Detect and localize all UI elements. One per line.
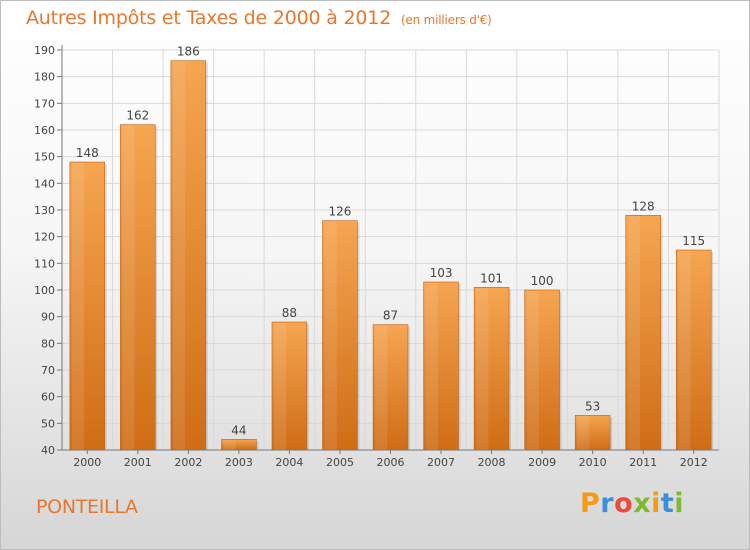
x-tick-label: 2006 [377,456,405,469]
place-name: PONTEILLA [36,496,138,518]
y-tick-label: 170 [34,97,55,110]
x-tick-label: 2002 [174,456,202,469]
y-tick-label: 60 [41,391,55,404]
data-label: 101 [480,271,503,285]
y-tick-label: 120 [34,231,55,244]
bar-highlight [273,323,287,450]
bar [271,321,308,451]
data-label: 126 [329,205,352,219]
data-labels: 148 162 186 44 88 126 87 103 101 100 53 128 115 [76,45,705,438]
y-tick-label: 180 [34,71,55,84]
bar-highlight [627,216,640,450]
x-tick-label: 2004 [275,456,303,469]
y-tick-label: 80 [41,337,55,350]
data-label: 88 [282,306,297,320]
y-tick-label: 50 [41,417,55,430]
bar [423,281,459,451]
y-tick-label: 140 [34,177,55,190]
data-label: 162 [126,109,149,123]
y-tick-label: 110 [34,257,55,270]
axes: 40 50 60 70 80 90 100 110 120 130 140 150 160 170 180 1… [34,44,719,469]
data-label: 128 [632,199,655,213]
y-tick-label: 70 [41,364,55,377]
bar [675,249,712,451]
bar-highlight [324,221,337,450]
y-tick-label: 90 [41,311,55,324]
logo-letter: i [674,488,685,519]
x-tick-label: 2005 [326,456,354,469]
logo-letter: i [651,488,661,519]
bar [170,60,207,451]
x-tick-label: 2007 [427,456,455,469]
y-tick-label: 190 [34,44,55,57]
bar-highlight [425,283,438,450]
bar [574,415,611,451]
x-tick-label: 2001 [124,456,152,469]
bar [473,287,510,451]
data-label: 103 [430,266,453,280]
title-text: Autres Impôts et Taxes de 2000 à 2012 [26,7,392,29]
bar-highlight [172,61,186,451]
x-tick-label: 2010 [579,456,607,469]
bars [69,60,714,451]
data-label: 87 [383,309,398,323]
bar-highlight [476,288,489,450]
bar [120,124,156,451]
bar-highlight [678,251,691,450]
x-tick-label: 2012 [680,456,708,469]
data-label: 148 [76,146,99,160]
data-label: 44 [231,423,246,437]
bar-highlight [375,325,388,450]
bar [524,289,560,451]
logo-letter: x [633,488,652,519]
x-tick-label: 2011 [629,456,657,469]
chart-title: Autres Impôts et Taxes de 2000 à 2012 (e… [26,7,492,29]
x-tick-label: 2008 [478,456,506,469]
proxiti-logo: Proxiti [580,488,684,519]
data-label: 53 [585,399,600,413]
y-tick-label: 160 [34,124,55,137]
chart-subtitle: (en milliers d'€) [400,13,492,27]
logo-letter: t [660,488,675,519]
logo-letter: P [580,488,601,519]
bar [322,220,358,451]
data-label: 100 [531,274,554,288]
x-tick-label: 2000 [73,456,101,469]
data-label: 115 [682,234,705,248]
bar-highlight [577,416,590,450]
logo-letter: o [614,488,634,519]
y-tick-label: 40 [41,444,55,457]
x-tick-label: 2009 [528,456,556,469]
y-tick-label: 100 [34,284,55,297]
y-tick-label: 150 [34,151,55,164]
data-label: 186 [177,45,200,59]
bar-highlight [122,125,135,451]
logo-letter: r [600,488,615,519]
x-tick-label: 2003 [225,456,253,469]
bar-highlight [223,440,236,450]
bar-highlight [71,163,85,450]
bar-highlight [526,291,539,450]
bar [625,215,661,451]
y-tick-label: 130 [34,204,55,217]
